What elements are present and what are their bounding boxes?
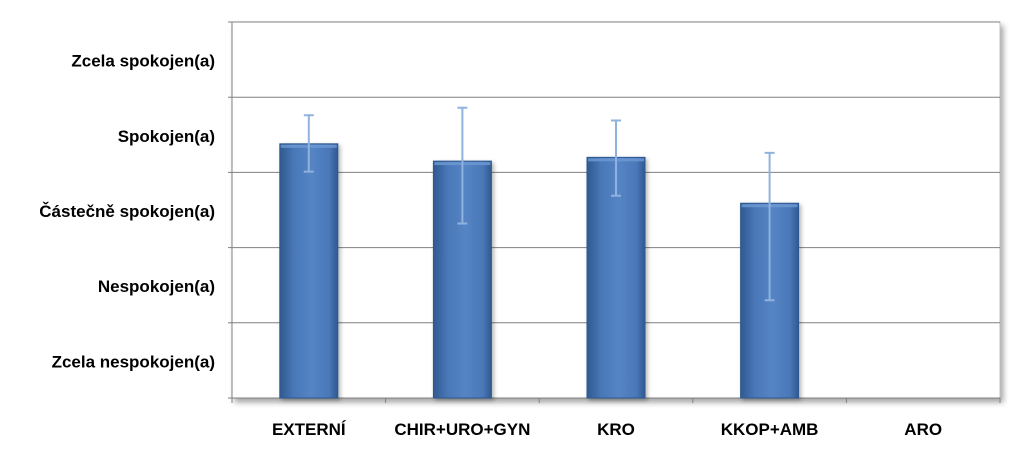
x-tick-label: KKOP+AMB (721, 420, 819, 439)
y-tick-labels: Zcela nespokojen(a) Nespokojen(a) Částečně… (39, 52, 215, 372)
y-tick-label: Nespokojen(a) (98, 277, 215, 296)
y-tick-label: Spokojen(a) (118, 127, 215, 146)
y-tick-label: Částečně spokojen(a) (39, 202, 215, 221)
x-tick-label: ARO (904, 420, 942, 439)
x-tick-label: KRO (597, 420, 635, 439)
y-tick-label: Zcela spokojen(a) (71, 52, 215, 71)
x-tick-label: EXTERNÍ (272, 420, 347, 439)
x-tick-label: CHIR+URO+GYN (394, 420, 530, 439)
y-tick-label: Zcela nespokojen(a) (52, 352, 215, 371)
x-tick-labels: EXTERNÍ CHIR+URO+GYN KRO KKOP+AMB ARO (272, 420, 942, 439)
bar (279, 143, 339, 399)
error-bars (303, 106, 775, 302)
